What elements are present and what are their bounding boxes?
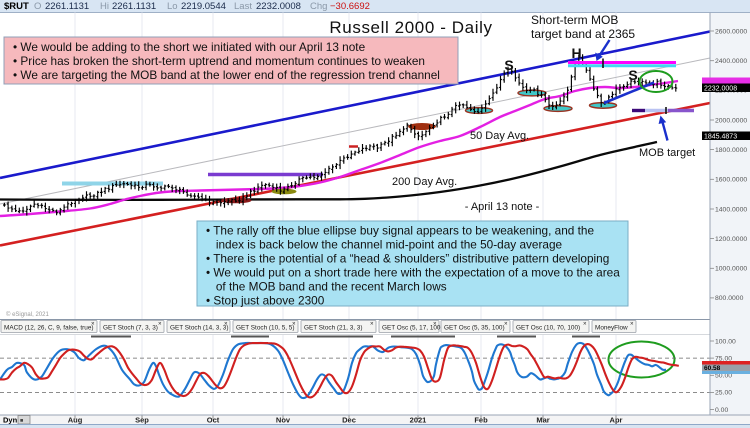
- svg-text:GET Stoch (10, 5, 5): GET Stoch (10, 5, 5): [236, 325, 295, 332]
- svg-text:GET Stoch (21, 3, 3): GET Stoch (21, 3, 3): [304, 325, 363, 332]
- svg-text:Dec: Dec: [342, 416, 356, 425]
- svg-text:• Stop just above 2300: • Stop just above 2300: [206, 294, 325, 308]
- svg-text:of the MOB band and the recent: of the MOB band and the recent March low…: [206, 280, 447, 294]
- svg-text:×: ×: [433, 321, 437, 328]
- svg-text:■: ■: [20, 418, 23, 424]
- svg-text:×: ×: [224, 321, 228, 328]
- svg-text:800.0000: 800.0000: [715, 295, 744, 302]
- svg-text:2261.1131: 2261.1131: [112, 1, 156, 12]
- svg-text:Last: Last: [234, 1, 252, 12]
- svg-text:2261.1131: 2261.1131: [45, 1, 89, 12]
- svg-text:×: ×: [158, 321, 162, 328]
- svg-text:• There is the potential of a: • There is the potential of a “head & sh…: [206, 252, 609, 266]
- svg-text:© eSignal, 2021: © eSignal, 2021: [6, 311, 49, 318]
- svg-text:Aug: Aug: [68, 416, 83, 425]
- svg-text:1800.0000: 1800.0000: [715, 147, 747, 154]
- svg-text:2219.0544: 2219.0544: [181, 1, 226, 12]
- svg-text:Hi: Hi: [100, 1, 109, 12]
- svg-text:- April 13 note -: - April 13 note -: [465, 201, 540, 213]
- svg-text:Russell 2000 - Daily: Russell 2000 - Daily: [329, 18, 492, 37]
- svg-text:target band at 2365: target band at 2365: [531, 27, 635, 41]
- svg-text:50.00: 50.00: [715, 373, 732, 380]
- svg-text:Mar: Mar: [536, 416, 549, 425]
- svg-text:Chg: Chg: [310, 1, 327, 12]
- svg-text:Short-term MOB: Short-term MOB: [531, 13, 618, 27]
- svg-text:• We would be adding to the sh: • We would be adding to the short we ini…: [13, 40, 366, 54]
- svg-text:×: ×: [370, 321, 374, 328]
- svg-text:2232.0008: 2232.0008: [704, 86, 737, 93]
- svg-text:S: S: [504, 57, 513, 73]
- svg-text:×: ×: [91, 321, 95, 328]
- svg-text:1845.4873: 1845.4873: [704, 134, 737, 141]
- svg-text:2600.0000: 2600.0000: [715, 28, 747, 35]
- svg-text:GET Osc (5, 17, 100): GET Osc (5, 17, 100): [382, 325, 443, 332]
- svg-text:×: ×: [630, 321, 634, 328]
- svg-text:Nov: Nov: [276, 416, 291, 425]
- svg-text:50 Day Avg.: 50 Day Avg.: [470, 130, 529, 142]
- svg-text:Sep: Sep: [135, 416, 149, 425]
- svg-text:0.00: 0.00: [715, 407, 728, 414]
- svg-text:S: S: [628, 67, 637, 83]
- svg-text:×: ×: [504, 321, 508, 328]
- svg-text:×: ×: [292, 321, 296, 328]
- svg-text:2400.0000: 2400.0000: [715, 58, 747, 65]
- svg-text:GET Stoch (14, 3, 3): GET Stoch (14, 3, 3): [170, 325, 229, 332]
- svg-text:Oct: Oct: [207, 416, 220, 425]
- svg-text:MoneyFlow: MoneyFlow: [595, 325, 628, 332]
- svg-text:60.58: 60.58: [704, 365, 721, 372]
- svg-text:75.00: 75.00: [715, 355, 732, 362]
- svg-text:index is back below the channe: index is back below the channel mid-poin…: [206, 238, 563, 252]
- svg-text:MOB target: MOB target: [639, 147, 695, 159]
- svg-text:GET Stoch (7, 3, 3): GET Stoch (7, 3, 3): [103, 325, 158, 332]
- svg-text:Dyn: Dyn: [3, 416, 18, 425]
- svg-text:1400.0000: 1400.0000: [715, 206, 747, 213]
- svg-text:1200.0000: 1200.0000: [715, 236, 747, 243]
- svg-text:$RUT: $RUT: [4, 1, 29, 12]
- svg-text:×: ×: [583, 321, 587, 328]
- svg-text:Feb: Feb: [474, 416, 488, 425]
- svg-text:• The rally off the blue ellip: • The rally off the blue ellipse buy sig…: [206, 224, 594, 238]
- svg-text:25.00: 25.00: [715, 390, 732, 397]
- svg-text:100.00: 100.00: [715, 338, 736, 345]
- svg-text:Apr: Apr: [610, 416, 623, 425]
- svg-text:1000.0000: 1000.0000: [715, 266, 747, 273]
- svg-text:−30.6692: −30.6692: [330, 1, 370, 12]
- svg-text:2021: 2021: [410, 416, 427, 425]
- svg-text:• We are targeting the MOB ban: • We are targeting the MOB band at the l…: [13, 68, 440, 82]
- svg-text:• Price has broken the short-t: • Price has broken the short-term uptren…: [13, 54, 425, 68]
- svg-text:GET Osc (5, 35, 100): GET Osc (5, 35, 100): [444, 325, 505, 332]
- svg-text:2232.0008: 2232.0008: [256, 1, 301, 12]
- svg-text:Lo: Lo: [167, 1, 178, 12]
- svg-text:H: H: [571, 45, 581, 61]
- svg-text:200 Day Avg.: 200 Day Avg.: [392, 176, 457, 188]
- svg-text:MACD (12, 26, C, 9, false, tru: MACD (12, 26, C, 9, false, true): [4, 325, 94, 332]
- svg-text:1600.0000: 1600.0000: [715, 177, 747, 184]
- svg-text:• We would put on a short trad: • We would put on a short trade here wit…: [206, 266, 620, 280]
- svg-text:GET Osc (10, 70, 100): GET Osc (10, 70, 100): [516, 325, 580, 332]
- svg-text:2000.0000: 2000.0000: [715, 117, 747, 124]
- svg-text:O: O: [34, 1, 41, 12]
